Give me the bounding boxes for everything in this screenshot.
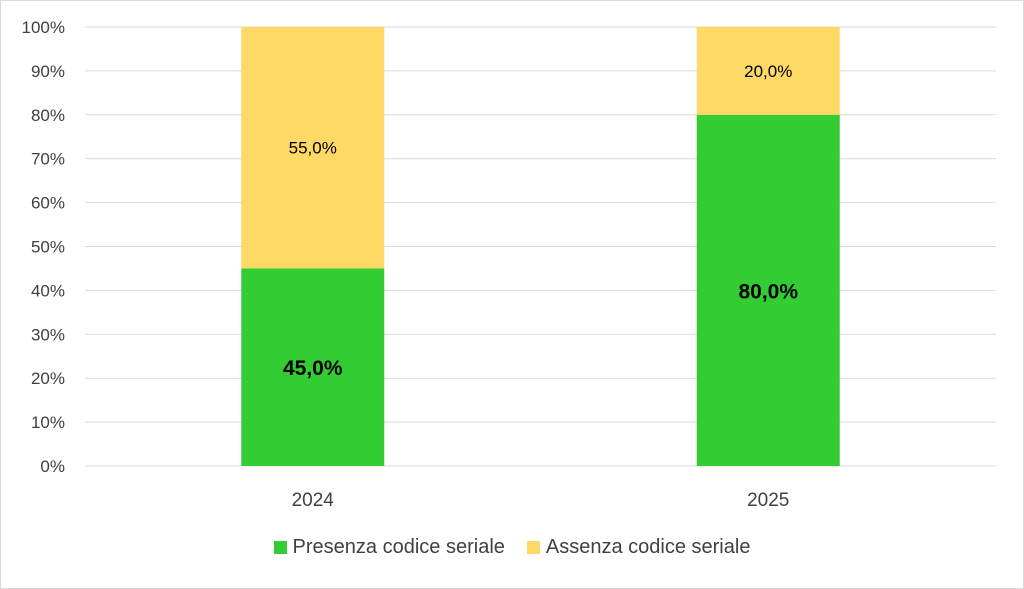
legend-label-assenza: Assenza codice seriale <box>545 536 751 558</box>
x-tick-label: 2025 <box>747 490 789 511</box>
legend: Presenza codice seriale Assenza codice s… <box>0 536 1024 559</box>
y-tick-label: 50% <box>31 238 65 257</box>
legend-swatch-assenza <box>526 541 540 554</box>
bar-segment <box>241 27 385 269</box>
data-label: 20,0% <box>744 62 792 81</box>
data-label: 55,0% <box>289 139 337 158</box>
data-label: 45,0% <box>283 357 343 380</box>
legend-label-presenza: Presenza codice seriale <box>292 536 505 558</box>
x-tick-label: 2024 <box>292 490 335 511</box>
y-tick-label: 10% <box>31 413 65 432</box>
bar-segment <box>241 268 385 466</box>
y-tick-label: 20% <box>31 369 65 388</box>
legend-item-assenza: Assenza codice seriale <box>526 536 751 559</box>
y-tick-label: 30% <box>31 325 65 344</box>
y-tick-label: 80% <box>31 106 65 125</box>
data-label: 80,0% <box>738 280 798 303</box>
y-tick-label: 70% <box>31 150 65 169</box>
y-tick-label: 100% <box>22 18 65 37</box>
legend-swatch-presenza <box>273 541 287 554</box>
bar-segment <box>696 27 840 115</box>
y-tick-label: 60% <box>31 194 65 213</box>
bar-segment <box>696 114 840 467</box>
legend-item-presenza: Presenza codice seriale <box>273 536 505 559</box>
y-tick-label: 90% <box>31 62 65 81</box>
y-tick-label: 0% <box>40 457 65 476</box>
y-tick-label: 40% <box>31 281 65 300</box>
